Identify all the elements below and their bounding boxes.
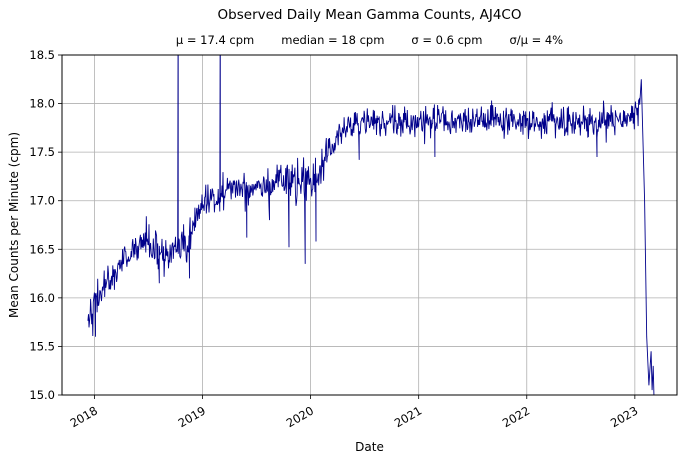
y-tick-label: 18.5 bbox=[29, 48, 55, 62]
y-tick-label: 17.0 bbox=[29, 194, 55, 208]
x-tick-label: 2018 bbox=[68, 403, 100, 430]
x-tick-label: 2022 bbox=[500, 403, 532, 430]
stat-mean: μ = 17.4 cpm bbox=[175, 33, 255, 47]
stat-median: median = 18 cpm bbox=[281, 33, 385, 47]
y-tick-label: 15.0 bbox=[29, 388, 55, 402]
x-tick-label: 2019 bbox=[176, 403, 208, 430]
x-axis-label: Date bbox=[355, 440, 384, 454]
chart-title: Observed Daily Mean Gamma Counts, AJ4CO bbox=[217, 7, 522, 23]
y-tick-label: 15.5 bbox=[29, 339, 55, 353]
stat-sigma: σ = 0.6 cpm bbox=[411, 33, 483, 47]
x-tick-label: 2021 bbox=[392, 403, 424, 430]
y-tick-label: 18.0 bbox=[29, 97, 55, 111]
chart-stats: μ = 17.4 cpm median = 18 cpm σ = 0.6 cpm… bbox=[62, 33, 677, 47]
y-tick-label: 16.0 bbox=[29, 291, 55, 305]
y-tick-label: 16.5 bbox=[29, 242, 55, 256]
data-line bbox=[87, 55, 655, 395]
plot-frame bbox=[61, 54, 678, 396]
y-tick-label: 17.5 bbox=[29, 145, 55, 159]
x-tick-label: 2020 bbox=[284, 403, 316, 430]
x-tick-label: 2023 bbox=[608, 403, 640, 430]
stat-cv: σ/μ = 4% bbox=[509, 33, 564, 47]
